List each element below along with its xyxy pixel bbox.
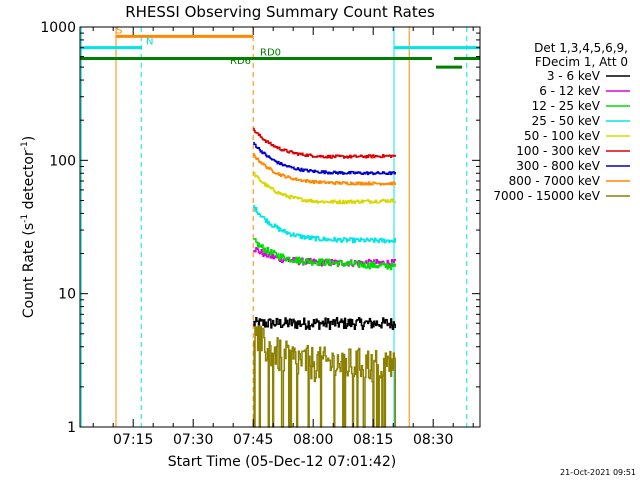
series-trace-100-300-kev: [253, 127, 396, 159]
status-label-s: S: [116, 25, 122, 36]
y-tick-label: 100: [49, 153, 76, 169]
y-tick-label: 10: [58, 287, 76, 303]
x-tick-label: 08:15: [353, 432, 393, 448]
legend-entry-label: 25 - 50 keV: [532, 114, 601, 128]
legend-entry-label: 100 - 300 keV: [516, 144, 600, 158]
legend-entry-label: 50 - 100 keV: [524, 129, 601, 143]
legend-entry-label: 7000 - 15000 keV: [493, 189, 600, 203]
legend-entry-label: 12 - 25 keV: [532, 99, 601, 113]
series-trace-25-50-kev: [253, 204, 396, 244]
status-label-rd0: RD0: [260, 48, 281, 59]
series-trace-12-25-kev: [253, 238, 396, 271]
plot-frame: [79, 26, 481, 428]
x-axis-label: Start Time (05-Dec-12 07:01:42): [168, 454, 396, 470]
footer-timestamp: 21-Oct-2021 09:51: [560, 468, 636, 477]
x-tick-label: 08:00: [293, 432, 333, 448]
series-trace-800-7000-kev: [253, 153, 396, 186]
legend-entry-label: 300 - 800 keV: [516, 159, 600, 173]
chart-title: RHESSI Observing Summary Count Rates: [125, 3, 435, 21]
legend: Det 1,3,4,5,6,9,FDecim 1, Att 03 - 6 keV…: [493, 41, 630, 203]
status-label-rd6: RD6: [230, 56, 251, 67]
series-trace-7000-15000-kev: [253, 325, 396, 428]
legend-entry-label: 3 - 6 keV: [547, 69, 601, 83]
y-axis-label: Count Rate (s-1 detector-1): [20, 136, 37, 318]
legend-entry-label: 800 - 7000 keV: [509, 174, 601, 188]
series-trace-50-100-kev: [253, 171, 396, 205]
plot-content: S N RD0 RD6: [80, 25, 480, 428]
series-trace-300-800-kev: [253, 141, 396, 176]
x-tick-label: 07:45: [233, 432, 273, 448]
legend-header: FDecim 1, Att 0: [535, 55, 628, 69]
series-trace-3-6-kev: [253, 317, 396, 331]
legend-entry-label: 6 - 12 keV: [539, 84, 601, 98]
legend-header: Det 1,3,4,5,6,9,: [534, 41, 628, 55]
axes: 07:15 07:30 07:45 08:00 08:15 08:30 1 10 100 1000: [40, 20, 480, 448]
x-tick-label: 07:30: [173, 432, 213, 448]
x-tick-label: 08:30: [413, 432, 453, 448]
x-tick-label: 07:15: [113, 432, 153, 448]
y-tick-label: 1000: [40, 20, 76, 36]
status-label-n: N: [146, 37, 153, 48]
y-tick-label: 1: [67, 420, 76, 436]
